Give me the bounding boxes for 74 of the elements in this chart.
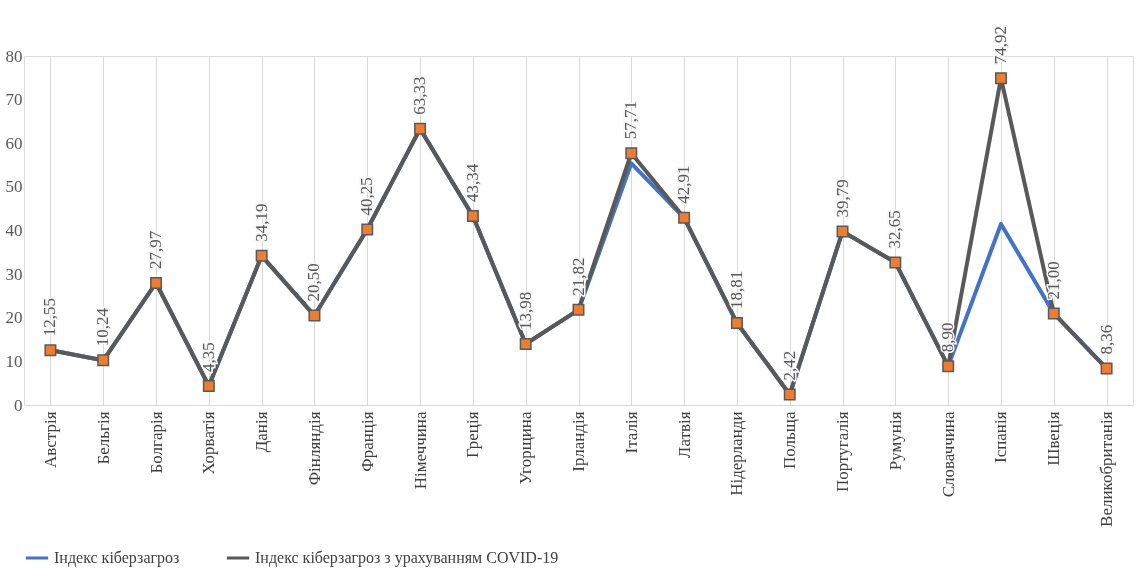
x-tick-label: Великобританія bbox=[1097, 411, 1117, 527]
data-label: 20,50 bbox=[304, 263, 324, 302]
point bbox=[836, 225, 849, 238]
point bbox=[889, 256, 902, 269]
x-tick-label: Німеччина bbox=[410, 411, 430, 490]
x-tick-label: Фінляндія bbox=[304, 411, 324, 486]
y-tick-label: 10 bbox=[5, 351, 23, 371]
legend-label: Індекс кіберзагроз з урахуванням COVID-19 bbox=[255, 549, 559, 567]
data-label: 63,33 bbox=[410, 76, 430, 115]
y-tick-label: 40 bbox=[5, 221, 23, 240]
point bbox=[466, 209, 479, 222]
point bbox=[730, 316, 743, 329]
y-tick-label: 60 bbox=[5, 133, 23, 153]
y-tick-label: 0 bbox=[14, 395, 23, 415]
data-label: 40,25 bbox=[357, 177, 377, 216]
data-label: 42,91 bbox=[674, 165, 694, 204]
point bbox=[625, 147, 638, 160]
data-label: 34,19 bbox=[251, 203, 271, 242]
data-label: 21,82 bbox=[568, 257, 588, 296]
x-tick-label: Словаччина bbox=[938, 411, 958, 498]
y-tick-label: 80 bbox=[5, 46, 23, 66]
x-tick-label: Австрія bbox=[40, 411, 60, 468]
x-tick-label: Ірландія bbox=[569, 411, 588, 472]
data-label: 4,35 bbox=[198, 342, 218, 373]
point bbox=[678, 211, 691, 224]
data-label: 57,71 bbox=[621, 100, 641, 140]
x-tick-label: Італія bbox=[621, 411, 641, 454]
data-label: 12,55 bbox=[40, 298, 60, 337]
point bbox=[255, 249, 268, 262]
data-label: 13,98 bbox=[515, 291, 535, 331]
x-tick-label: Франція bbox=[357, 411, 377, 472]
x-tick-label: Бельгія bbox=[93, 411, 113, 465]
x-tick-label: Латвія bbox=[674, 411, 694, 459]
data-label: 43,34 bbox=[462, 163, 482, 202]
data-label: 8,36 bbox=[1096, 324, 1116, 355]
point bbox=[942, 360, 955, 373]
x-tick-label: Данія bbox=[252, 411, 272, 453]
x-tick-label: Іспанія bbox=[991, 411, 1011, 463]
x-tick-label: Нідерланди bbox=[727, 411, 747, 496]
point bbox=[414, 122, 427, 135]
data-label: 10,24 bbox=[93, 307, 113, 347]
x-tick-label: Португалія bbox=[833, 411, 853, 492]
legend-label: Індекс кіберзагроз bbox=[54, 549, 180, 567]
point bbox=[97, 354, 110, 367]
data-label: 8,90 bbox=[938, 322, 958, 353]
point bbox=[44, 344, 57, 357]
data-label: 21,00 bbox=[1043, 261, 1063, 300]
data-label: 27,97 bbox=[146, 230, 166, 269]
data-label: 74,92 bbox=[990, 25, 1010, 65]
y-tick-label: 50 bbox=[5, 177, 23, 197]
x-tick-label: Греція bbox=[463, 411, 483, 458]
x-tick-label: Польща bbox=[780, 411, 800, 469]
point bbox=[1100, 362, 1113, 375]
point bbox=[308, 309, 321, 322]
point bbox=[519, 338, 532, 351]
x-tick-label: Болгарія bbox=[146, 411, 166, 474]
data-label: 32,65 bbox=[885, 210, 905, 249]
data-label: 18,81 bbox=[726, 270, 746, 309]
point bbox=[202, 380, 215, 393]
point bbox=[150, 276, 163, 289]
x-tick-label: Швеція bbox=[1044, 411, 1064, 466]
point bbox=[572, 303, 585, 316]
point bbox=[1047, 307, 1060, 320]
data-label: 39,79 bbox=[832, 179, 852, 218]
x-tick-label: Хорватія bbox=[199, 411, 219, 475]
point bbox=[783, 388, 796, 401]
data-label: 2,42 bbox=[779, 350, 799, 381]
point bbox=[361, 223, 374, 236]
y-tick-label: 30 bbox=[5, 264, 23, 284]
y-tick-label: 70 bbox=[5, 90, 23, 110]
x-tick-label: Румунія bbox=[885, 411, 905, 471]
point bbox=[994, 72, 1007, 85]
y-tick-label: 20 bbox=[5, 308, 23, 328]
x-tick-label: Угорщина bbox=[516, 411, 536, 485]
